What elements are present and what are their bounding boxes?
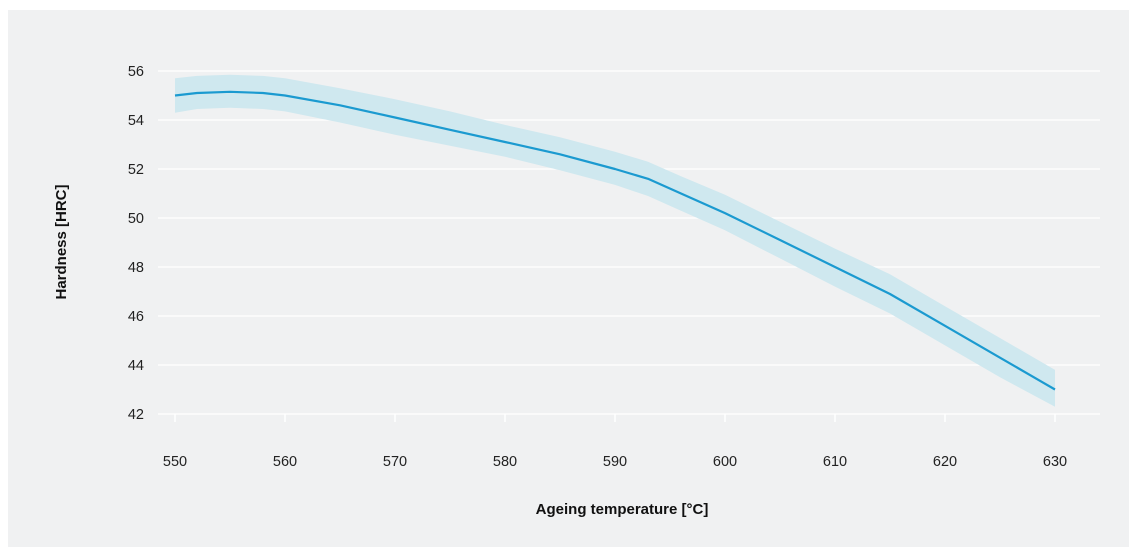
hardness-line <box>174 90 1056 391</box>
x-tick-label-560: 560 <box>273 454 297 470</box>
y-tick-label-46: 46 <box>128 309 144 325</box>
y-tick-label-42: 42 <box>128 407 144 423</box>
hardness-chart: 42 44 46 48 50 52 54 56 550 560 570 580 590 600 610 62… <box>53 64 1100 518</box>
chart-panel: 42 44 46 48 50 52 54 56 550 560 570 580 590 600 610 62… <box>8 10 1129 547</box>
x-tick-label-610: 610 <box>823 454 847 470</box>
y-tick-label-56: 56 <box>128 64 144 80</box>
x-tick-label-630: 630 <box>1043 454 1067 470</box>
x-tick-label-580: 580 <box>493 454 517 470</box>
confidence-band-layer <box>175 74 1055 407</box>
x-tick-label-570: 570 <box>383 454 407 470</box>
y-tick-label-50: 50 <box>128 211 144 227</box>
y-tick-label-52: 52 <box>128 162 144 178</box>
x-axis-title: Ageing temperature [°C] <box>536 501 709 518</box>
y-tick-labels: 42 44 46 48 50 52 54 56 <box>128 64 144 423</box>
confidence-band <box>175 74 1055 407</box>
y-axis-title: Hardness [HRC] <box>53 184 70 299</box>
grid-lines <box>158 70 1100 422</box>
x-tick-labels: 550 560 570 580 590 600 610 620 630 <box>163 454 1067 470</box>
x-tick-label-620: 620 <box>933 454 957 470</box>
y-tick-label-48: 48 <box>128 260 144 276</box>
y-tick-label-44: 44 <box>128 358 144 374</box>
x-tick-label-550: 550 <box>163 454 187 470</box>
hardness-line-layer <box>174 90 1056 391</box>
x-tick-label-590: 590 <box>603 454 627 470</box>
x-tick-label-600: 600 <box>713 454 737 470</box>
y-tick-label-54: 54 <box>128 113 144 129</box>
